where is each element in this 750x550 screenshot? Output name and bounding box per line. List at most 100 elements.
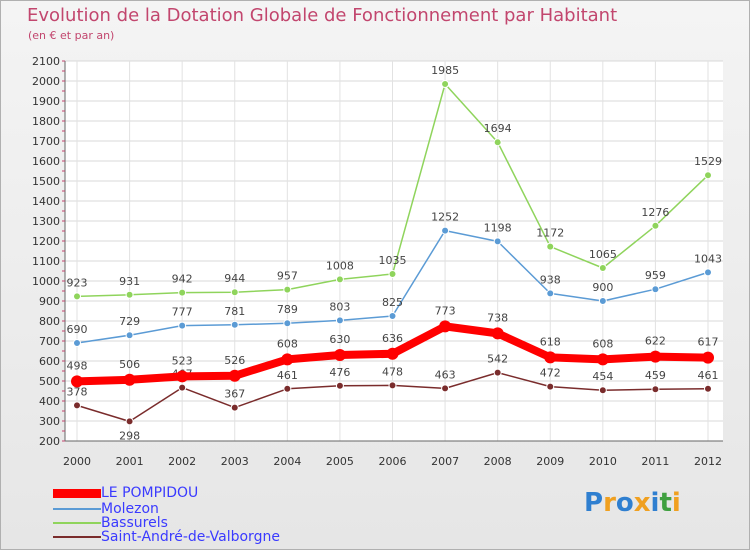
data-point-2 (73, 292, 81, 301)
data-point-3 (546, 382, 555, 391)
data-point-3 (441, 384, 450, 393)
x-tick-label: 2011 (641, 455, 669, 468)
logo-letter: i (671, 488, 681, 518)
data-label-0: 523 (172, 354, 193, 367)
data-label-2: 1529 (694, 155, 722, 168)
data-point-1 (73, 339, 81, 347)
data-label-1: 1043 (694, 252, 722, 265)
data-point-3 (283, 384, 292, 393)
data-label-3: 378 (67, 385, 88, 398)
y-tick-label: 1100 (32, 255, 60, 268)
data-label-1: 900 (592, 281, 613, 294)
data-label-2: 923 (67, 276, 88, 289)
data-label-2: 1008 (326, 259, 354, 272)
data-label-1: 690 (67, 323, 88, 336)
data-point-3 (335, 381, 344, 390)
x-tick-label: 2002 (168, 455, 196, 468)
logo-letter: o (615, 488, 634, 518)
data-label-3: 463 (435, 368, 456, 381)
legend-swatch-saint-andre (53, 536, 101, 538)
data-label-2: 1276 (641, 206, 669, 219)
data-label-1: 777 (172, 306, 193, 319)
data-label-3: 454 (592, 370, 613, 383)
data-label-0: 498 (67, 359, 88, 372)
x-tick-label: 2010 (589, 455, 617, 468)
data-label-0: 526 (224, 354, 245, 367)
data-point-2 (230, 288, 239, 297)
y-tick-label: 1200 (32, 235, 60, 248)
data-point-1 (651, 285, 660, 294)
y-tick-label: 1700 (32, 135, 60, 148)
x-tick-label: 2004 (273, 455, 301, 468)
data-point-1 (125, 331, 134, 340)
y-tick-label: 400 (39, 395, 60, 408)
data-label-3: 472 (540, 367, 561, 380)
y-tick-label: 800 (39, 315, 60, 328)
data-point-3 (651, 385, 660, 394)
x-tick-label: 2008 (484, 455, 512, 468)
data-point-0 (544, 351, 557, 364)
data-label-3: 367 (224, 388, 245, 401)
y-tick-label: 200 (39, 435, 60, 448)
data-point-0 (123, 373, 136, 386)
data-label-2: 1035 (379, 254, 407, 267)
data-label-1: 1198 (484, 221, 512, 234)
legend-label-bassurels: Bassurels (101, 515, 168, 531)
data-point-2 (388, 270, 397, 278)
data-label-0: 608 (592, 337, 613, 350)
legend-item-molezon: Molezon (53, 501, 159, 517)
data-label-2: 1172 (536, 227, 564, 240)
data-point-1 (178, 321, 187, 330)
data-point-1 (441, 226, 450, 235)
legend-item-saint-andre: Saint-André-de-Valborgne (53, 529, 280, 545)
data-label-0: 773 (435, 304, 456, 317)
data-point-1 (704, 268, 712, 277)
data-label-1: 825 (382, 296, 403, 309)
x-tick-label: 2000 (63, 455, 91, 468)
proxiti-logo: Proxiti (584, 488, 681, 518)
y-tick-label: 500 (39, 375, 60, 388)
data-point-0 (702, 351, 714, 364)
y-tick-label: 2000 (32, 75, 60, 88)
y-tick-label: 1500 (32, 175, 60, 188)
logo-letter: t (659, 488, 672, 518)
data-point-1 (388, 312, 397, 320)
legend-swatch-molezon (53, 508, 101, 510)
data-point-3 (73, 401, 81, 410)
x-tick-label: 2007 (431, 455, 459, 468)
data-label-1: 959 (645, 269, 666, 282)
data-label-2: 957 (277, 270, 298, 283)
chart-subtitle: (en € et par an) (28, 29, 115, 42)
data-point-1 (230, 320, 239, 329)
data-point-3 (388, 381, 397, 390)
data-point-1 (546, 289, 555, 298)
data-point-2 (335, 275, 344, 284)
data-point-3 (178, 383, 187, 392)
data-label-1: 729 (119, 315, 140, 328)
x-tick-label: 2003 (221, 455, 249, 468)
y-tick-label: 1000 (32, 275, 60, 288)
x-tick-label: 2009 (536, 455, 564, 468)
data-point-2 (178, 288, 187, 297)
data-label-0: 506 (119, 358, 140, 371)
data-label-0: 636 (382, 332, 403, 345)
x-tick-label: 2005 (326, 455, 354, 468)
data-label-2: 931 (119, 275, 140, 288)
data-label-1: 803 (329, 300, 350, 313)
data-point-1 (493, 237, 502, 246)
y-tick-label: 300 (39, 415, 60, 428)
data-point-0 (439, 320, 452, 333)
logo-letter: i (650, 488, 660, 518)
data-point-1 (335, 316, 344, 325)
logo-letter: r (603, 488, 616, 518)
data-point-0 (228, 369, 241, 382)
x-tick-label: 2012 (694, 455, 722, 468)
y-tick-label: 1400 (32, 195, 60, 208)
chart-title: Evolution de la Dotation Globale de Fonc… (27, 5, 618, 26)
legend-label-molezon: Molezon (101, 501, 159, 517)
data-point-2 (283, 285, 292, 294)
data-label-0: 608 (277, 337, 298, 350)
legend-swatch-le-pompidou (53, 489, 101, 498)
